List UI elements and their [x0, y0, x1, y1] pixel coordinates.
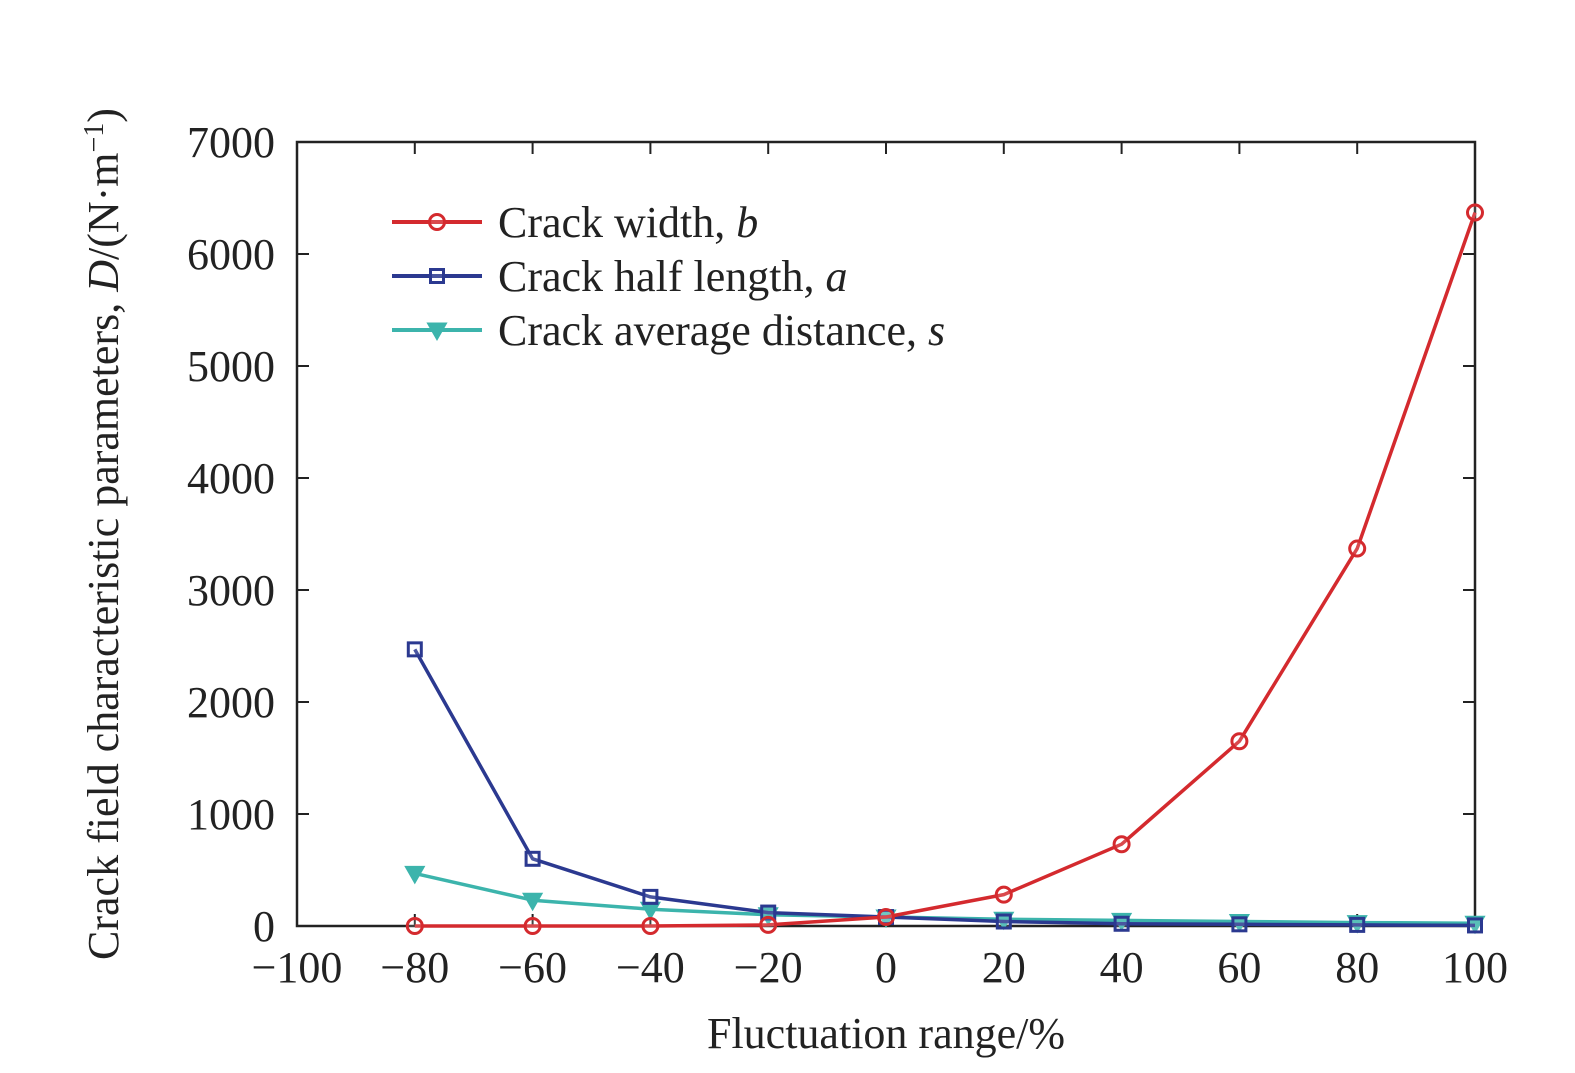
legend-entry: Crack average distance, s — [392, 306, 945, 355]
x-tick-label: 40 — [1100, 943, 1144, 992]
legend-label-text: Crack average distance, — [498, 306, 928, 355]
legend-marker — [426, 322, 448, 342]
legend-label-text: Crack half length, — [498, 252, 825, 301]
data-point — [406, 641, 423, 658]
data-point — [995, 913, 1012, 930]
data-point — [1467, 917, 1483, 934]
series-circle — [405, 203, 1484, 935]
data-point — [1348, 539, 1367, 558]
data-point — [522, 892, 544, 912]
x-tick-label: −80 — [380, 943, 449, 992]
legend-label-text: Crack width, — [498, 198, 736, 247]
x-tick-label: 20 — [982, 943, 1026, 992]
x-tick-label: −20 — [734, 943, 803, 992]
y-tick-label: 6000 — [187, 230, 275, 279]
series-line — [414, 871, 1476, 925]
legend-entry: Crack half length, a — [392, 252, 847, 301]
data-point — [1349, 916, 1366, 933]
data-point — [1231, 916, 1248, 933]
data-point — [404, 865, 426, 885]
data-point — [1112, 835, 1131, 854]
x-axis-title: Fluctuation range/% — [707, 1009, 1065, 1058]
data-point — [1466, 203, 1484, 222]
y-tick-label: 4000 — [187, 454, 275, 503]
data-point — [994, 885, 1013, 904]
data-point — [1230, 732, 1249, 751]
y-tick-label: 5000 — [187, 342, 275, 391]
data-point — [759, 915, 778, 934]
legend-label-symbol: s — [928, 306, 945, 355]
data-point — [523, 917, 542, 935]
series-line — [413, 648, 1476, 928]
x-tick-label: 60 — [1217, 943, 1261, 992]
data-point — [641, 917, 660, 935]
y-tick-label: 3000 — [187, 566, 275, 615]
data-point — [405, 917, 424, 935]
data-point — [639, 901, 661, 921]
legend-label-symbol: b — [736, 198, 758, 247]
y-tick-label: 1000 — [187, 790, 275, 839]
legend-label: Crack half length, a — [498, 252, 847, 301]
data-point — [877, 908, 895, 927]
y-axis-title-prefix: Crack field characteristic parameters, — [79, 292, 128, 960]
y-axis-title: Crack field characteristic parameters, D… — [79, 108, 129, 960]
data-point — [524, 850, 541, 867]
series-square — [406, 641, 1483, 934]
data-point — [1113, 915, 1130, 932]
y-tick-label: 7000 — [187, 118, 275, 167]
data-point — [760, 904, 777, 921]
series-layer — [404, 203, 1486, 935]
y-axis-ticks: 0 1000 2000 3000 4000 5000 6000 7000 — [187, 118, 1475, 951]
y-tick-label: 0 — [253, 902, 275, 951]
legend-entry: Crack width, b — [392, 198, 758, 247]
y-tick-label: 2000 — [187, 678, 275, 727]
legend-label: Crack average distance, s — [498, 306, 945, 355]
y-axis-title-unit: /(N·m — [79, 152, 128, 260]
legend-marker — [428, 213, 446, 231]
x-tick-label: −40 — [616, 943, 685, 992]
plot-frame — [295, 140, 1477, 928]
legend-marker — [429, 268, 445, 284]
x-tick-label: 100 — [1442, 943, 1508, 992]
y-axis-title-close: ) — [79, 108, 128, 123]
y-axis-title-variable: D — [79, 260, 128, 293]
x-axis-ticks: −100 −80 −60 −40 −20 0 20 40 60 80 100 — [252, 142, 1508, 992]
data-point — [642, 888, 659, 905]
series-line — [414, 212, 1477, 928]
x-tick-label: −60 — [498, 943, 567, 992]
y-axis-title-exponent: −1 — [79, 123, 110, 153]
x-tick-label: 80 — [1335, 943, 1379, 992]
legend-label-symbol: a — [825, 252, 847, 301]
x-tick-label: −100 — [252, 943, 343, 992]
legend-label: Crack width, b — [498, 198, 758, 247]
series-triangle-down — [404, 865, 1486, 935]
x-tick-label: 0 — [875, 943, 897, 992]
